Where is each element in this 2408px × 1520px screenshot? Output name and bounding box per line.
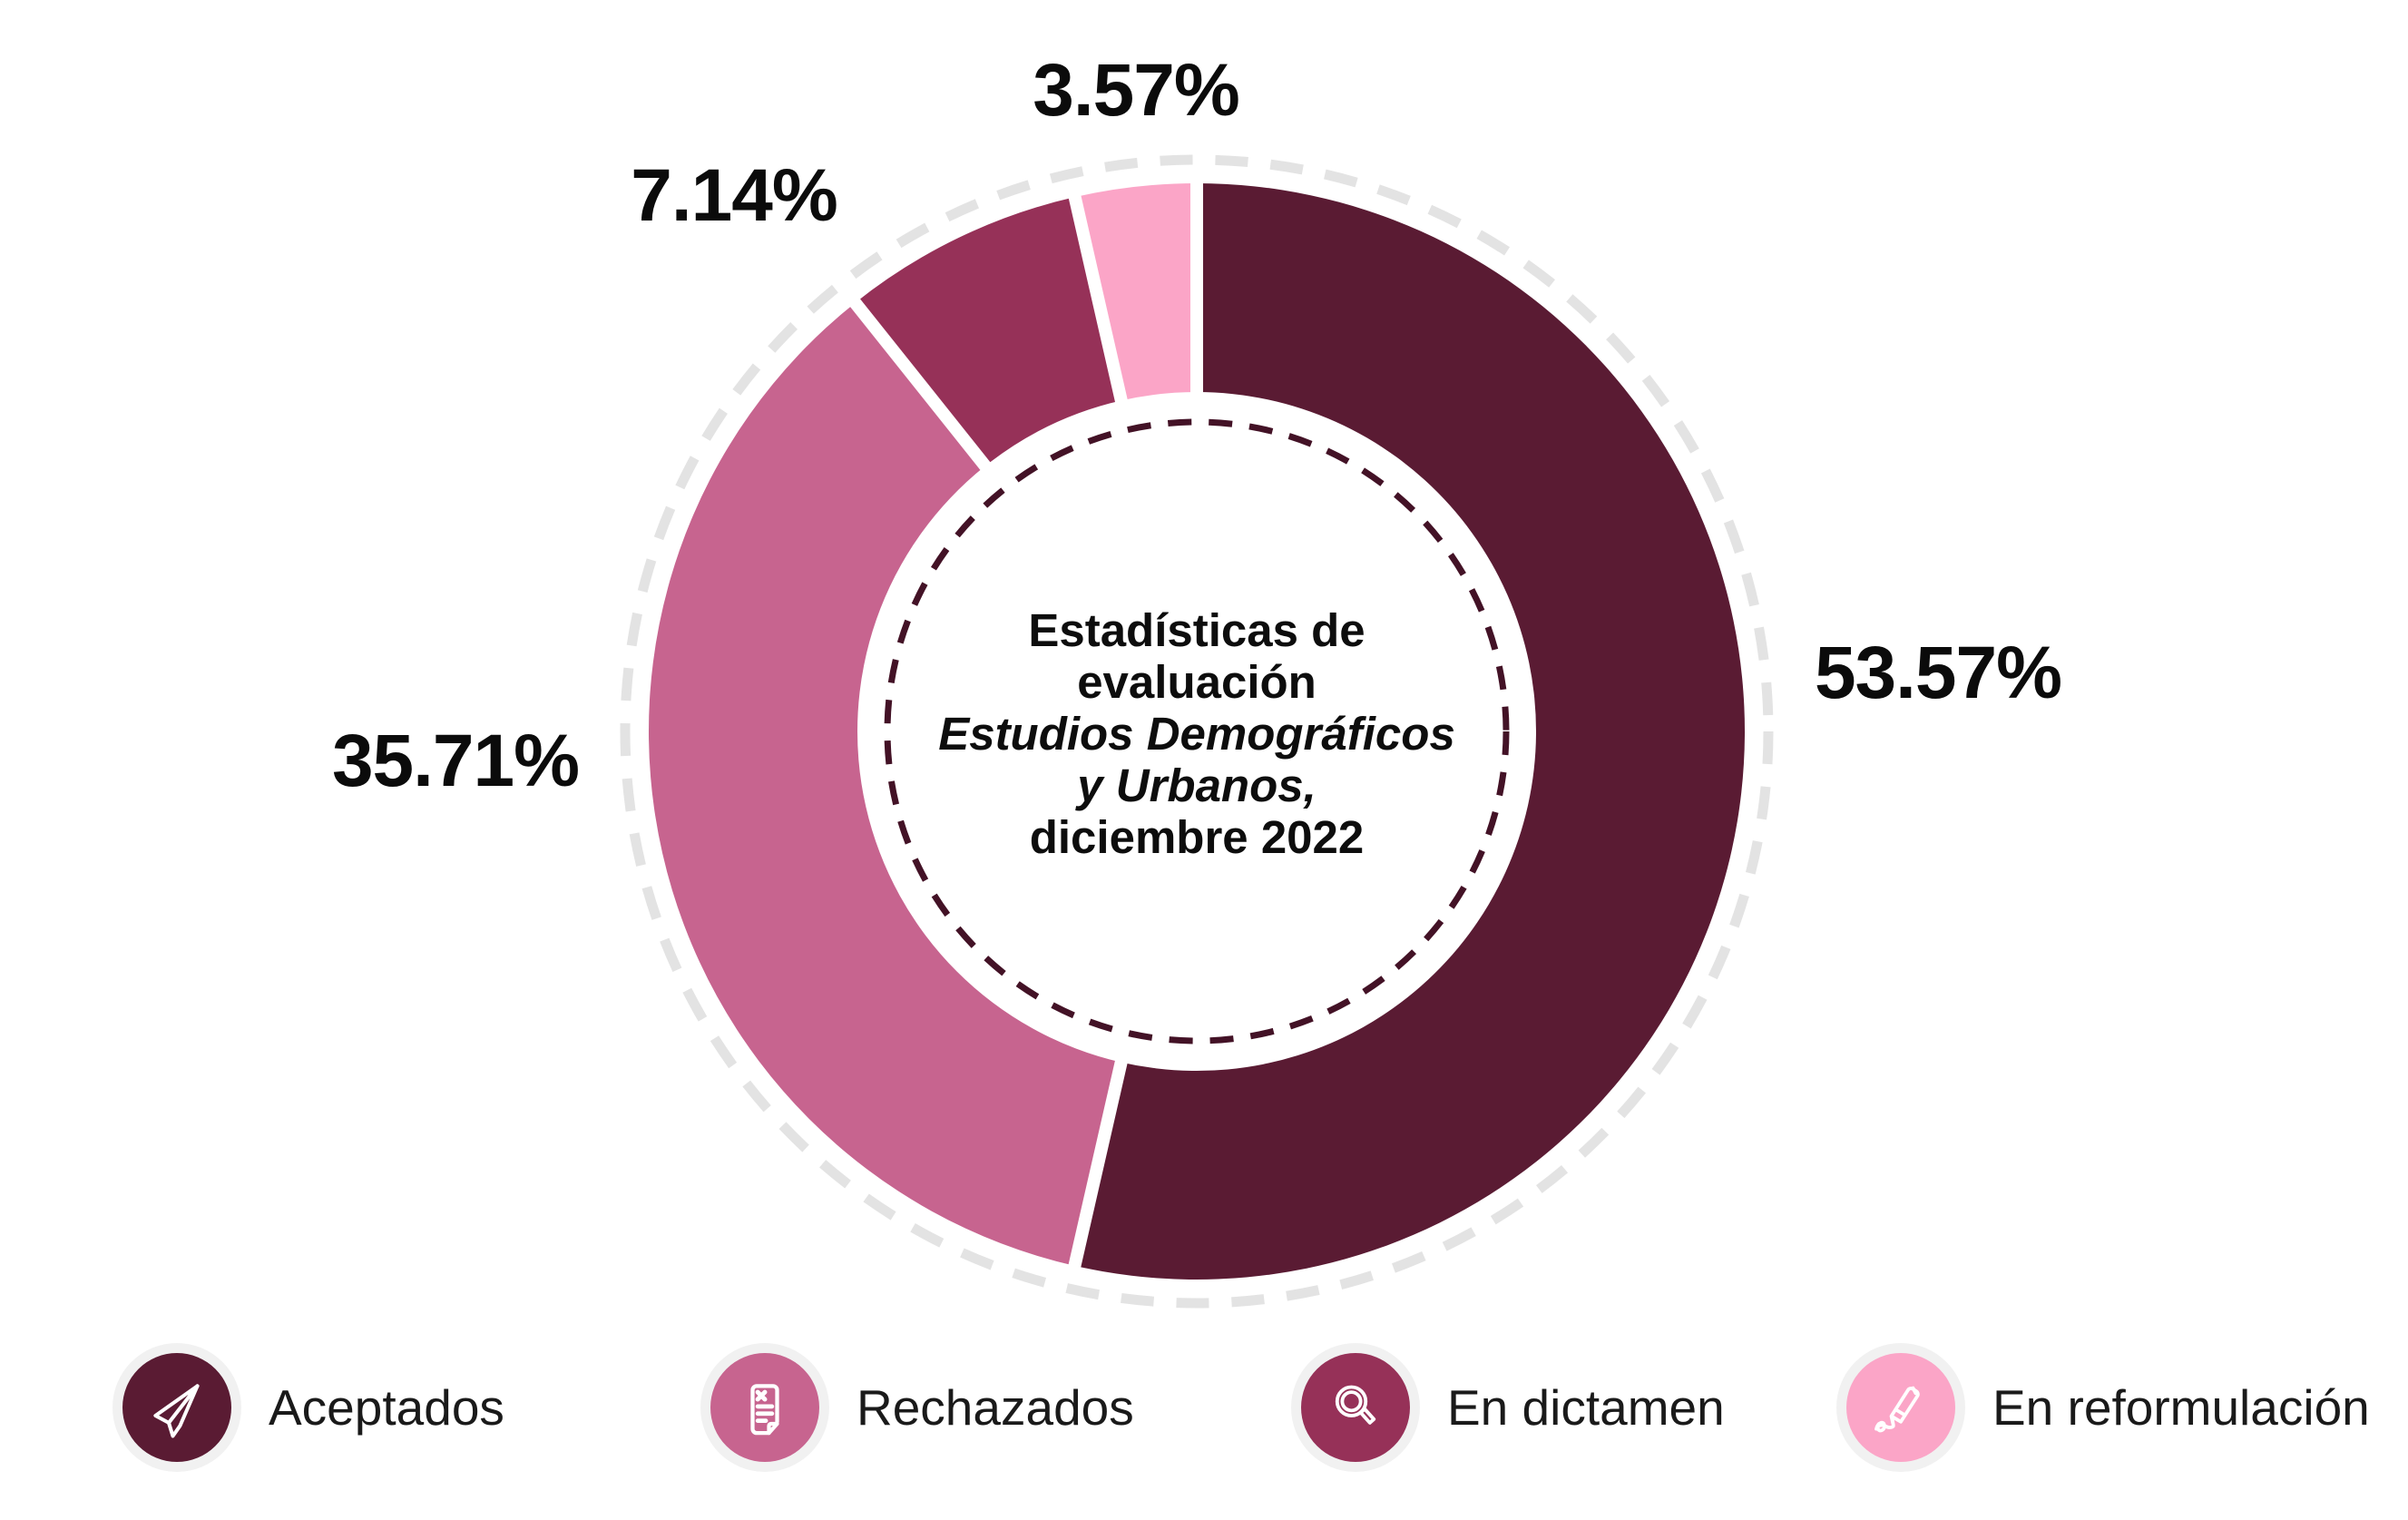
slice-label-en-reformulacion: 3.57% [1033,49,1240,132]
magnifier-icon [1291,1343,1420,1472]
legend-item-aceptados: Aceptados [113,1343,504,1472]
slice-gap [846,293,994,475]
legend-label: Aceptados [269,1379,504,1436]
slice-en-dictamen [855,197,1121,466]
document-x-icon [700,1343,829,1472]
inner-dashed-ring [884,418,1510,1044]
slice-en-reformulacion [1074,183,1197,401]
center-title-line: Estadísticas de [1028,604,1366,656]
legend-label: Rechazados [857,1379,1134,1436]
slice-rechazados [649,302,1121,1266]
pen-signature-icon [1836,1343,1965,1472]
slice-label-rechazados: 35.71% [331,720,580,802]
center-title-line-date: diciembre 2022 [1029,811,1365,863]
chart-center-title: Estadísticas de evaluación Estudios Demo… [852,604,1542,863]
paper-plane-icon [113,1343,241,1472]
center-title-line-journal: y Urbanos, [1077,760,1317,811]
slice-aceptados [1074,183,1746,1280]
slice-gap [1067,1055,1129,1274]
legend-item-en-dictamen: En dictamen [1291,1343,1725,1472]
outer-dashed-ring [620,154,1774,1309]
legend-label: En reformulación [1992,1379,2370,1436]
slice-label-en-dictamen: 7.14% [631,154,838,237]
slice-gap [1067,189,1129,407]
legend-item-en-reformulacion: En reformulación [1836,1343,2370,1472]
legend-item-rechazados: Rechazados [700,1343,1134,1472]
center-title-line-journal: Estudios Demográficos [938,708,1455,760]
center-title-line: evaluación [1077,656,1317,708]
slice-label-aceptados: 53.57% [1814,632,2062,714]
legend-label: En dictamen [1447,1379,1725,1436]
